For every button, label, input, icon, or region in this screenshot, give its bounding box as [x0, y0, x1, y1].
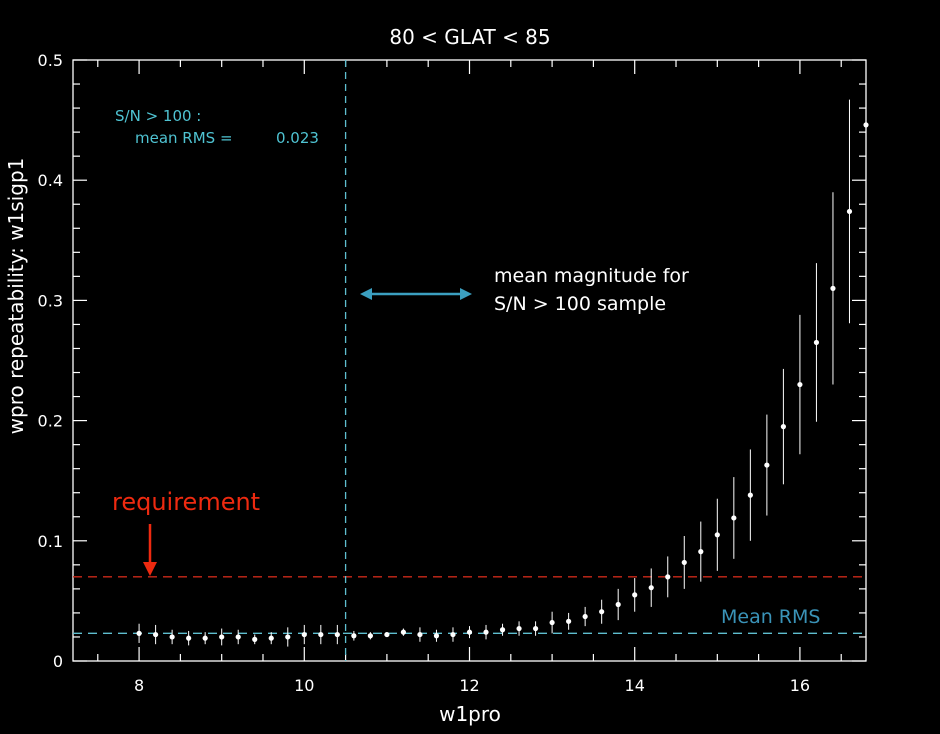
data-point — [153, 631, 159, 638]
x-tick-label: 16 — [790, 676, 810, 695]
data-point — [681, 559, 687, 566]
mean-magnitude-label-line2: S/N > 100 sample — [494, 293, 666, 315]
data-point — [549, 619, 555, 626]
y-tick-label: 0 — [53, 652, 63, 671]
data-point — [615, 601, 621, 608]
data-point — [433, 633, 440, 639]
data-point — [219, 634, 225, 640]
axes — [72, 59, 867, 662]
data-point — [747, 492, 753, 498]
plot-frame — [72, 59, 867, 662]
data-point — [665, 574, 671, 580]
data-point — [202, 635, 208, 641]
data-point — [466, 629, 473, 635]
data-point — [285, 634, 291, 640]
x-tick-label: 14 — [625, 676, 645, 695]
mean-rms-line-label: Mean RMS — [721, 606, 820, 628]
mean-magnitude-label-line1: mean magnitude for — [494, 265, 689, 287]
data-point — [648, 585, 654, 591]
data-point — [318, 631, 324, 638]
y-axis-label: wpro repeatability: w1sigp1 — [4, 158, 28, 435]
data-point — [169, 634, 175, 640]
data-point — [863, 122, 869, 128]
data-point — [235, 634, 241, 640]
data-point — [516, 625, 522, 632]
data-point — [351, 633, 357, 639]
y-tick-label: 0.4 — [38, 171, 63, 190]
y-tick-label: 0.3 — [38, 291, 63, 310]
data-point — [400, 629, 407, 635]
x-tick-label: 8 — [134, 676, 144, 695]
data-point — [417, 631, 423, 638]
data-points — [136, 99, 869, 647]
axis-ticks: 8 10 12 14 16 0 0.1 0.2 0.3 0.4 0.5 — [38, 51, 866, 695]
reference-lines — [73, 60, 866, 661]
data-point — [632, 592, 638, 598]
data-point — [136, 630, 142, 636]
data-point — [780, 424, 786, 430]
x-tick-label: 12 — [459, 676, 479, 695]
mean-rms-annotation-label: mean RMS = — [135, 129, 233, 147]
data-point — [830, 285, 836, 291]
y-tick-label: 0.2 — [38, 412, 63, 431]
data-point — [846, 208, 853, 215]
data-point — [813, 339, 820, 346]
requirement-arrow — [143, 524, 157, 576]
sn-annotation: S/N > 100 : — [115, 107, 201, 125]
y-tick-label: 0.1 — [38, 532, 63, 551]
requirement-label: requirement — [112, 488, 260, 516]
data-point — [731, 515, 737, 521]
data-point — [599, 609, 605, 615]
data-point — [450, 631, 456, 638]
chart-title: 80 < GLAT < 85 — [389, 25, 550, 49]
data-point — [367, 633, 373, 639]
y-tick-label: 0.5 — [38, 51, 63, 70]
data-point — [268, 635, 274, 641]
data-point — [252, 636, 258, 642]
data-point — [499, 627, 506, 633]
data-point — [483, 629, 489, 635]
x-axis-label: w1pro — [439, 702, 501, 726]
data-point — [764, 462, 770, 468]
data-point — [334, 631, 340, 638]
x-tick-label: 10 — [294, 676, 314, 695]
data-point — [714, 532, 720, 538]
data-point — [566, 618, 572, 624]
mean-magnitude-arrow — [360, 288, 472, 300]
data-point — [301, 631, 307, 638]
data-point — [698, 549, 704, 555]
data-point — [532, 625, 539, 632]
data-point — [797, 381, 803, 388]
data-point — [186, 635, 192, 641]
mean-rms-annotation-value: 0.023 — [276, 129, 319, 147]
data-point — [384, 631, 390, 638]
data-point — [582, 613, 588, 620]
